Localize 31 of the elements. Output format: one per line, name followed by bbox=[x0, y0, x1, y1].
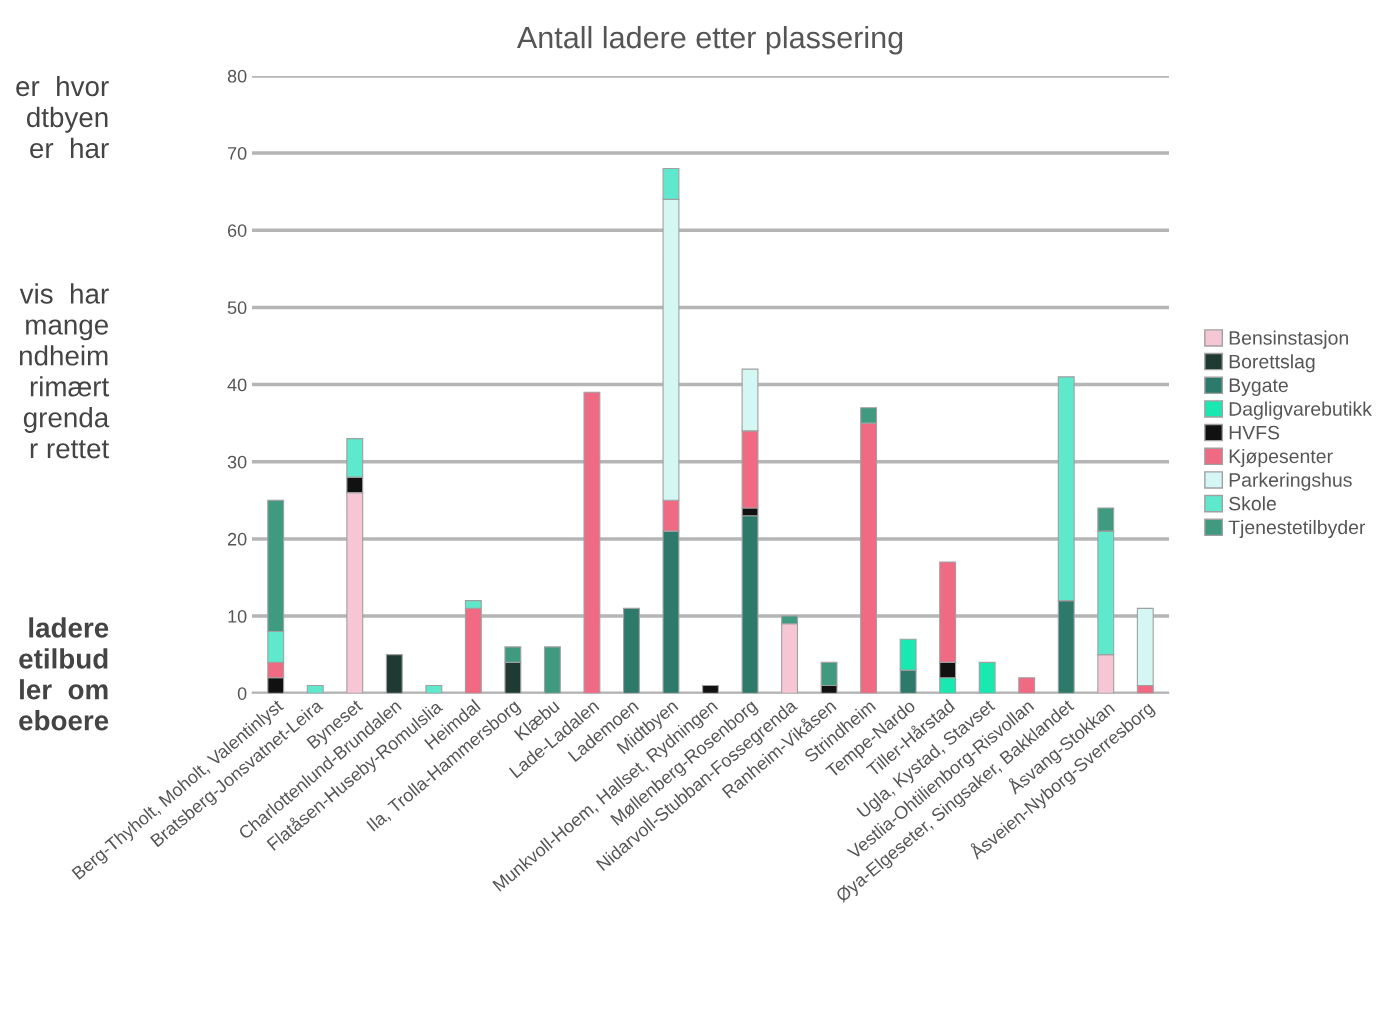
bar bbox=[385, 654, 403, 694]
legend-label: Dagligvarebutikk bbox=[1229, 401, 1372, 420]
y-tick-label: 80 bbox=[227, 69, 247, 83]
legend-label: HVFS bbox=[1229, 425, 1280, 440]
y-tick-label: 60 bbox=[227, 224, 247, 237]
bar bbox=[306, 684, 324, 694]
bar bbox=[543, 646, 561, 694]
bar bbox=[978, 661, 996, 694]
bar bbox=[583, 391, 601, 694]
y-tick-label: 40 bbox=[227, 378, 247, 392]
y-tick-label: 30 bbox=[227, 455, 247, 469]
legend-label: Bygate bbox=[1229, 378, 1288, 396]
y-tick-label: 70 bbox=[227, 147, 247, 160]
bar bbox=[1018, 677, 1036, 694]
y-tick-label: 0 bbox=[237, 687, 247, 700]
legend-label: Parkeringshus bbox=[1229, 472, 1352, 491]
legend-label: Tjenestetilbyder bbox=[1228, 519, 1366, 539]
bar bbox=[425, 684, 443, 694]
y-tick-label: 50 bbox=[227, 301, 247, 315]
text: vis har mange ndheim rimært grenda r rettet bbox=[19, 283, 110, 459]
legend-label: Borettslag bbox=[1229, 354, 1315, 373]
legend-label: Bensinstasjon bbox=[1229, 330, 1348, 349]
legend-label: Skole bbox=[1229, 496, 1276, 511]
bar bbox=[702, 684, 719, 694]
bar bbox=[622, 607, 640, 694]
chart-title: Antall ladere etter plassering bbox=[516, 25, 903, 55]
text: er hvor dtbyen er har bbox=[16, 75, 109, 159]
legend-label: Kjøpesenter bbox=[1229, 448, 1333, 468]
y-tick-label: 10 bbox=[228, 609, 247, 623]
y-tick-label: 20 bbox=[227, 532, 247, 546]
text: ladere etilbud ler om eboere bbox=[19, 617, 109, 731]
